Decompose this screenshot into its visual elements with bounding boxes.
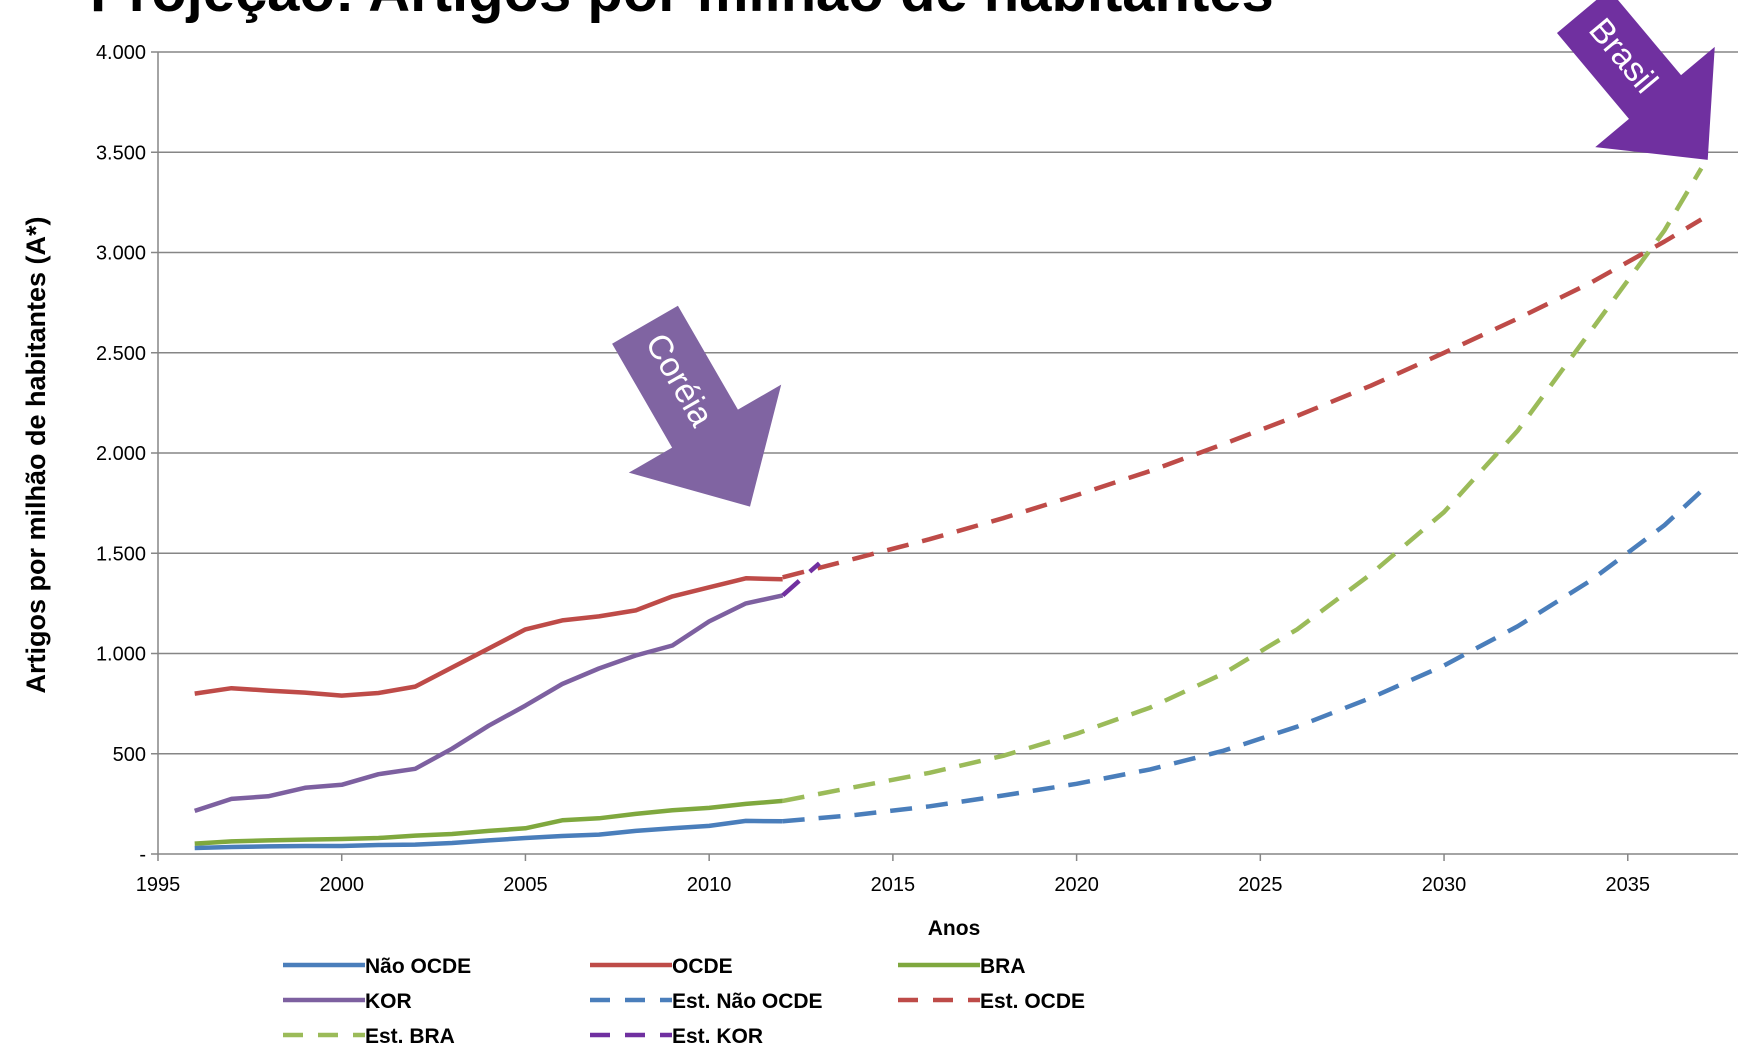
x-tick-label: 2000 — [319, 874, 364, 896]
legend-label-est-ocde: Est. OCDE — [980, 990, 1085, 1013]
callout-arrow-coreia: Coréia — [612, 305, 782, 507]
callout-coreia-shape — [612, 305, 782, 507]
series-line-est-nao-ocde — [782, 489, 1703, 824]
y-tick-label: 1.500 — [96, 543, 146, 565]
callout-arrow-brasil: Brasil — [1556, 0, 1715, 160]
x-tick-label: 2015 — [871, 874, 916, 896]
gridlines — [151, 51, 1738, 861]
x-tick-label: 2025 — [1238, 874, 1283, 896]
legend-label-ocde: OCDE — [672, 955, 733, 978]
x-tick-label: 2035 — [1606, 874, 1651, 896]
y-tick-labels: - 500 1.000 1.500 2.000 2.500 3.000 3.500 4.000 — [96, 42, 146, 866]
x-tick-label: 1995 — [136, 874, 181, 896]
series-line-nao-ocde — [194, 818, 783, 851]
y-tick-label: 1.000 — [96, 644, 146, 666]
series-line-est-bra — [782, 167, 1704, 804]
legend-label-bra: BRA — [980, 955, 1026, 978]
x-tick-label: 2010 — [687, 874, 732, 896]
chart-title: Projeção: Artigos por milhão de habitant… — [90, 0, 1274, 25]
y-tick-label: 500 — [113, 744, 146, 766]
y-axis-title: Artigos por milhão de habitantes (A*) — [21, 216, 51, 693]
x-tick-label: 2030 — [1422, 874, 1467, 896]
x-tick-labels: 1995 2000 2005 2010 2015 2020 2025 2030 2035 — [136, 874, 1650, 896]
y-tick-label: 3.000 — [96, 243, 146, 265]
legend-label-kor: KOR — [365, 990, 412, 1013]
x-tick-label: 2005 — [503, 874, 548, 896]
series-lines — [194, 167, 1704, 851]
y-tick-label: 2.500 — [96, 343, 146, 365]
series-line-est-ocde — [782, 217, 1703, 580]
series-line-kor — [194, 593, 784, 814]
y-tick-label: - — [139, 844, 146, 866]
series-line-est-kor — [781, 561, 821, 598]
legend-label-nao-ocde: Não OCDE — [365, 955, 471, 978]
callout-brasil-shape — [1556, 0, 1715, 160]
legend-label-est-kor: Est. KOR — [672, 1025, 763, 1045]
y-tick-label: 2.000 — [96, 443, 146, 465]
axes — [157, 52, 1738, 855]
x-axis-title: Anos — [928, 917, 981, 940]
legend-label-est-nao-ocde: Est. Não OCDE — [672, 990, 823, 1013]
y-tick-label: 3.500 — [96, 142, 146, 164]
x-tick-label: 2020 — [1054, 874, 1099, 896]
legend-label-est-bra: Est. BRA — [365, 1025, 455, 1045]
legend: Não OCDE OCDE BRA KOR Est. Não OCDE Est. OCDE… — [283, 955, 1085, 1045]
series-line-bra — [194, 798, 783, 846]
y-tick-label: 4.000 — [96, 42, 146, 64]
series-line-ocde — [194, 576, 783, 698]
